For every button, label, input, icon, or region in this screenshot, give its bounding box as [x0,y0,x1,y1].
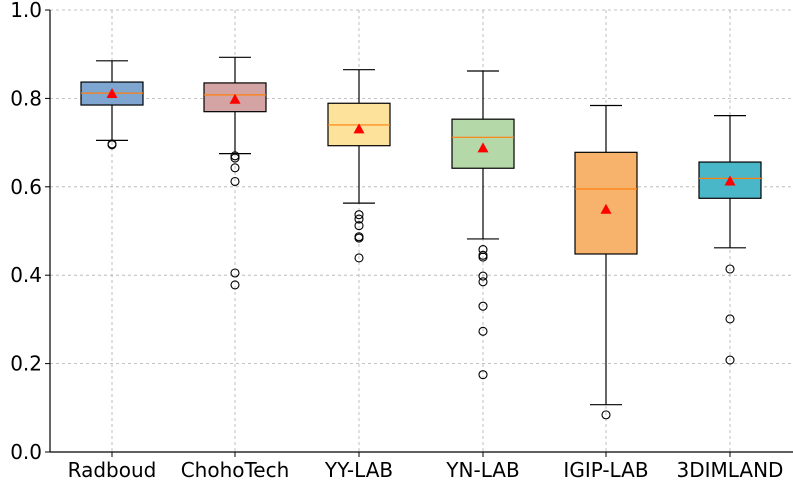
y-tick-label: 0.6 [10,175,42,199]
outlier-point [354,210,364,220]
outlier-point [725,264,735,274]
outlier-point [230,280,240,290]
outlier-point [354,253,364,263]
outlier-point [478,271,488,281]
outlier-point [230,153,240,163]
y-tick-label: 1.0 [10,0,42,22]
mean-marker [353,123,365,134]
outlier-point [478,370,488,380]
outlier-point [478,326,488,336]
grid-lines [50,9,793,453]
y-tick-label: 0.2 [10,352,42,376]
box-radboud [80,60,144,150]
outlier-point [230,176,240,187]
outlier-point [230,163,240,173]
outlier-point [725,355,735,365]
mean-marker [106,87,118,98]
outlier-point [478,277,488,287]
mean-marker [477,142,489,153]
mean-marker [724,175,736,186]
mean-marker [229,93,241,104]
box-series [80,56,762,420]
mean-marker [600,203,612,214]
x-tick-label: 3DIMLAND [677,458,784,480]
y-tick-label: 0.0 [10,440,42,464]
outlier-point [354,221,364,231]
outlier-point [478,252,488,262]
tick-labels: 0.0 0.2 0.4 0.6 0.8 1.0 Radboud ChohoTech YY-LAB… [10,0,783,480]
axes [45,9,793,457]
outlier-point [230,151,240,161]
y-tick-label: 0.8 [10,86,42,110]
box-yy-lab [327,69,391,263]
outlier-point [354,233,364,243]
outlier-point [230,268,240,278]
x-tick-label: IGIP-LAB [563,458,648,480]
x-tick-label: YN-LAB [445,458,519,480]
y-tick-label: 0.4 [10,263,42,287]
outlier-point [601,410,611,420]
outlier-point [478,301,488,311]
x-tick-label: Radboud [68,458,157,480]
box-yn-lab [451,70,515,380]
outlier-point [107,140,117,150]
box-chohotech [203,56,267,290]
box-3dimland [698,115,762,365]
outlier-point [725,314,735,324]
box-body [574,151,638,255]
box-igip-lab [574,104,638,420]
x-tick-label: ChohoTech [181,458,290,480]
x-tick-label: YY-LAB [324,458,393,480]
outlier-point [354,214,364,224]
